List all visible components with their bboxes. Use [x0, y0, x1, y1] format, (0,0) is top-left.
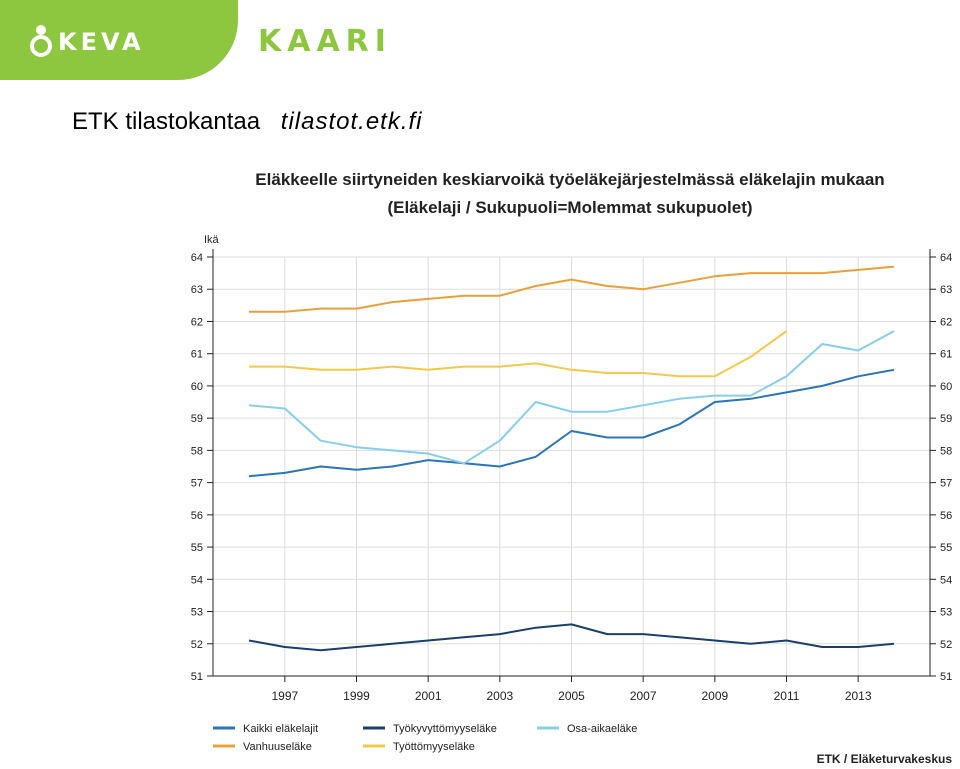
x-tick-label: 2013: [845, 689, 872, 703]
keva-person-icon: [30, 25, 52, 57]
header-banner: KEVA KAARI: [0, 0, 960, 82]
y-tick-label-left: 61: [191, 349, 203, 361]
keva-logo-text: KEVA: [58, 28, 145, 56]
y-tick-label-left: 53: [191, 607, 203, 619]
y-tick-label-right: 64: [940, 252, 952, 264]
x-tick-label: 1999: [343, 689, 370, 703]
x-tick-label: 2009: [701, 689, 728, 703]
legend-label: Vanhuuseläke: [243, 741, 312, 753]
x-tick-label: 2001: [415, 689, 442, 703]
series-line: [248, 623, 895, 652]
series-line: [248, 368, 895, 478]
source-url: tilastot.etk.fi: [280, 108, 423, 135]
series-line: [249, 330, 788, 378]
y-tick-label-right: 51: [940, 671, 952, 683]
footer-credit: ETK / Eläketurvakeskus: [816, 752, 952, 766]
y-tick-label-right: 61: [940, 349, 952, 361]
source-line: ETK tilastokantaa tilastot.etk.fi: [72, 108, 423, 136]
y-tick-label-left: 59: [191, 413, 203, 425]
y-tick-label-left: 58: [191, 445, 203, 457]
y-tick-label-left: 54: [191, 574, 203, 586]
x-tick-label: 1997: [271, 689, 298, 703]
chart-subtitle: (Eläkelaji / Sukupuoli=Molemmat sukupuol…: [387, 198, 753, 217]
legend-label: Työkyvyttömyyseläke: [393, 723, 497, 735]
y-tick-label-left: 51: [191, 671, 203, 683]
series-line: [249, 265, 895, 313]
kaari-logo-text: KAARI: [258, 24, 392, 59]
y-tick-label-right: 58: [940, 445, 952, 457]
x-tick-label: 2003: [486, 689, 513, 703]
legend-label: Osa-aikaeläke: [567, 723, 637, 735]
y-tick-label-right: 52: [940, 639, 952, 651]
chart-title: Eläkkeelle siirtyneiden keskiarvoikä työ…: [255, 170, 885, 189]
y-tick-label-right: 60: [940, 381, 952, 393]
y-tick-label-left: 56: [191, 510, 203, 522]
y-tick-label-right: 55: [940, 542, 952, 554]
y-tick-label-left: 63: [191, 284, 203, 296]
y-tick-label-right: 63: [940, 284, 952, 296]
legend-label: Työttömyyseläke: [393, 741, 475, 753]
x-tick-label: 2011: [774, 689, 800, 703]
y-tick-label-right: 56: [940, 510, 952, 522]
y-axis-label: Ikä: [204, 234, 220, 246]
series-line: [248, 330, 895, 465]
x-tick-label: 2005: [558, 689, 585, 703]
y-tick-label-right: 54: [940, 574, 952, 586]
y-tick-label-right: 57: [940, 478, 952, 490]
source-label: ETK tilastokantaa: [72, 108, 261, 135]
y-tick-label-left: 57: [191, 478, 203, 490]
y-tick-label-left: 60: [191, 381, 203, 393]
y-tick-label-right: 59: [940, 413, 952, 425]
y-tick-label-left: 62: [191, 316, 203, 328]
y-tick-label-left: 52: [191, 639, 203, 651]
legend-label: Kaikki eläkelajit: [243, 723, 318, 735]
y-tick-label-right: 62: [940, 316, 952, 328]
y-tick-label-left: 64: [191, 252, 203, 264]
y-tick-label-right: 53: [940, 607, 952, 619]
y-tick-label-left: 55: [191, 542, 203, 554]
keva-logo-panel: KEVA: [0, 0, 238, 80]
x-tick-label: 2007: [630, 689, 657, 703]
